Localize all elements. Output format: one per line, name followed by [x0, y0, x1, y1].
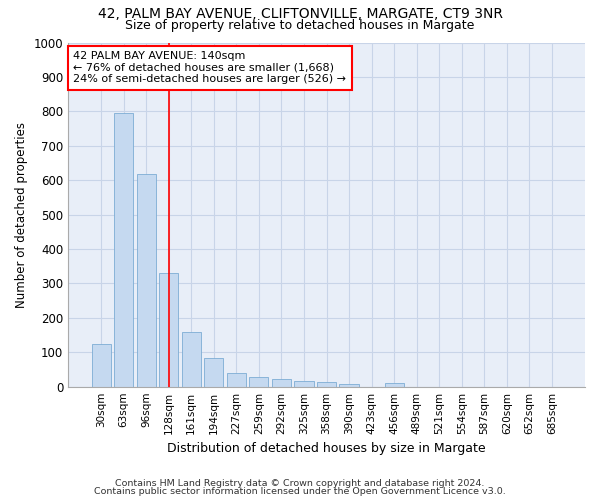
Bar — [204, 358, 223, 386]
Text: 42, PALM BAY AVENUE, CLIFTONVILLE, MARGATE, CT9 3NR: 42, PALM BAY AVENUE, CLIFTONVILLE, MARGA… — [97, 8, 503, 22]
Text: Contains HM Land Registry data © Crown copyright and database right 2024.: Contains HM Land Registry data © Crown c… — [115, 478, 485, 488]
Bar — [114, 113, 133, 386]
Bar — [317, 382, 336, 386]
Bar — [340, 384, 359, 386]
Y-axis label: Number of detached properties: Number of detached properties — [15, 122, 28, 308]
Bar — [227, 373, 246, 386]
Bar — [159, 273, 178, 386]
X-axis label: Distribution of detached houses by size in Margate: Distribution of detached houses by size … — [167, 442, 486, 455]
Bar — [385, 383, 404, 386]
Bar — [182, 332, 201, 386]
Text: 42 PALM BAY AVENUE: 140sqm
← 76% of detached houses are smaller (1,668)
24% of s: 42 PALM BAY AVENUE: 140sqm ← 76% of deta… — [73, 51, 346, 84]
Text: Contains public sector information licensed under the Open Government Licence v3: Contains public sector information licen… — [94, 487, 506, 496]
Bar — [92, 344, 110, 386]
Text: Size of property relative to detached houses in Margate: Size of property relative to detached ho… — [125, 19, 475, 32]
Bar — [272, 379, 291, 386]
Bar — [137, 174, 156, 386]
Bar — [295, 381, 314, 386]
Bar — [250, 378, 268, 386]
